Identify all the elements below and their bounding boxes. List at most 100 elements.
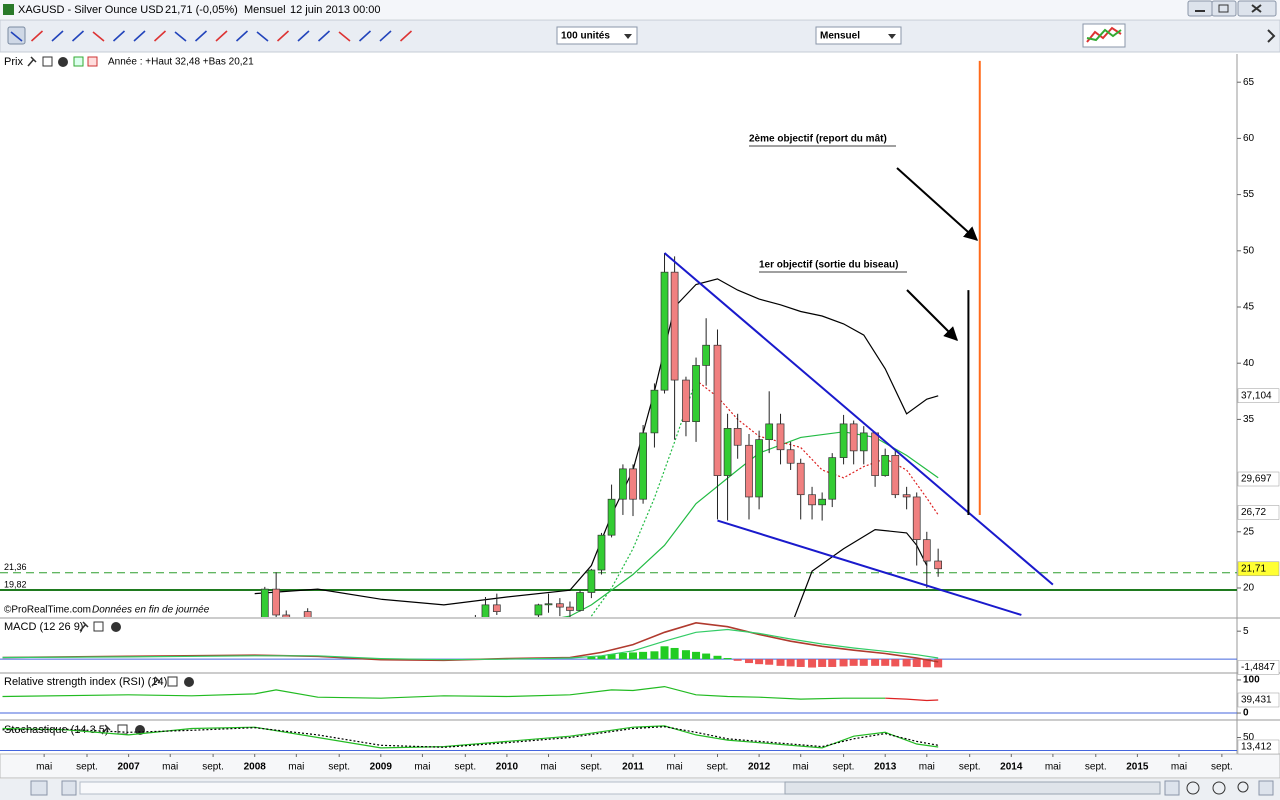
candle-body [587, 569, 596, 593]
tool-icon [276, 30, 290, 42]
scroll-left[interactable] [61, 780, 77, 796]
histogram-bar [587, 656, 596, 660]
chart-area [0, 54, 1280, 754]
zoom-reset[interactable] [1212, 781, 1226, 795]
tool-icon [338, 31, 351, 42]
tool-icon [153, 30, 167, 42]
tool-icon [358, 30, 372, 42]
annotation: 2ème objectif (report du mât) [749, 134, 887, 145]
candle-body [576, 592, 584, 611]
x-tick-label: 2013 [874, 762, 897, 773]
candle-body [556, 603, 564, 608]
date: 12 juin 2013 00:00 [290, 4, 381, 16]
x-tick-label: mai [288, 762, 304, 773]
zoom-out[interactable] [1237, 781, 1249, 793]
histogram-bar [881, 659, 890, 666]
zoom-in[interactable] [1186, 781, 1200, 795]
price-marker [1237, 660, 1280, 675]
annotation: 1er objectif (sortie du biseau) [759, 260, 898, 271]
tool-icon [235, 30, 249, 42]
histogram-bar [934, 659, 943, 668]
histogram-bar [765, 659, 774, 665]
arrow [896, 167, 979, 241]
plot [0, 725, 1237, 751]
x-tick-label: sept. [707, 762, 729, 773]
tool-icon [71, 30, 85, 42]
plot [0, 685, 1237, 714]
tool-icon [92, 31, 105, 42]
x-tick-label: 2008 [244, 762, 267, 773]
candle-body [682, 379, 690, 422]
candle-body [282, 614, 291, 617]
histogram-bar [755, 659, 764, 665]
y-tick-label: 25 [1243, 526, 1255, 537]
candle-body [839, 423, 848, 458]
y-tick-label: 0 [1243, 708, 1249, 719]
histogram-bar [639, 651, 648, 660]
histogram-bar [607, 654, 616, 660]
x-tick-label: mai [36, 762, 52, 773]
indicator-line [2, 628, 939, 661]
price-marker [1237, 692, 1280, 708]
histogram-bar [629, 652, 638, 660]
scroll-right[interactable] [1164, 780, 1180, 796]
tool-icon [10, 31, 23, 42]
candle-body [670, 271, 679, 381]
timeframe-dropdown[interactable] [815, 26, 902, 45]
y-tick-label: 55 [1243, 189, 1255, 200]
toolbar-more[interactable] [1267, 29, 1276, 43]
candle-body [934, 560, 943, 570]
units-dropdown[interactable] [556, 26, 638, 45]
candle-body [566, 606, 574, 611]
histogram-bar [618, 652, 627, 660]
y-tick-label: 50 [1243, 245, 1255, 256]
candle-body [629, 468, 637, 500]
candle-body [849, 423, 858, 452]
histogram-bar [776, 659, 785, 666]
x-tick-label: mai [414, 762, 430, 773]
print-button[interactable] [30, 780, 48, 796]
y-tick-label: 20 [1243, 583, 1255, 594]
plot [0, 60, 1237, 617]
settings[interactable] [1258, 780, 1274, 796]
candle-body [692, 365, 700, 422]
source: ©ProRealTime.com [4, 605, 91, 616]
x-tick-label: mai [1171, 762, 1187, 773]
units-value: 100 unités [561, 31, 610, 42]
x-tick-label: mai [667, 762, 683, 773]
histogram-bar [733, 659, 742, 661]
histogram-bar [692, 651, 701, 660]
y-tick-label: 40 [1243, 358, 1255, 369]
panel-icons [27, 56, 98, 67]
tool-icon [399, 30, 413, 42]
time-axis [0, 753, 1280, 779]
candle-body [723, 428, 732, 476]
indicator-icon [1086, 26, 1122, 43]
price-marker [1237, 561, 1280, 577]
histogram-bar [702, 653, 711, 660]
candle-body [660, 271, 669, 391]
histogram-bar [796, 659, 805, 667]
candle-body [859, 432, 868, 452]
x-tick-label: sept. [833, 762, 855, 773]
price-marker [1237, 739, 1280, 755]
histogram-bar [786, 659, 795, 667]
price-marker-label: 29,697 [1241, 474, 1272, 485]
indicator-line [2, 725, 939, 749]
indicator-icon [1086, 28, 1122, 42]
y-tick-label: 100 [1243, 675, 1260, 686]
tool-icon [194, 30, 208, 42]
scrollbar-thumb[interactable] [784, 781, 1161, 795]
tool-icon [297, 30, 310, 42]
dropdown-arrow [888, 34, 896, 39]
minimize-button[interactable] [1187, 0, 1213, 17]
panel-title: MACD (12 26 9) [4, 621, 83, 633]
maximize-button[interactable] [1211, 0, 1237, 17]
level-label: 21,36 [4, 562, 27, 572]
dropdown-arrow [624, 34, 632, 39]
price-marker-label: -1,4847 [1241, 662, 1275, 673]
price-marker-label: 37,104 [1241, 390, 1272, 401]
panel-icons [79, 621, 121, 632]
candle-body [639, 432, 647, 500]
